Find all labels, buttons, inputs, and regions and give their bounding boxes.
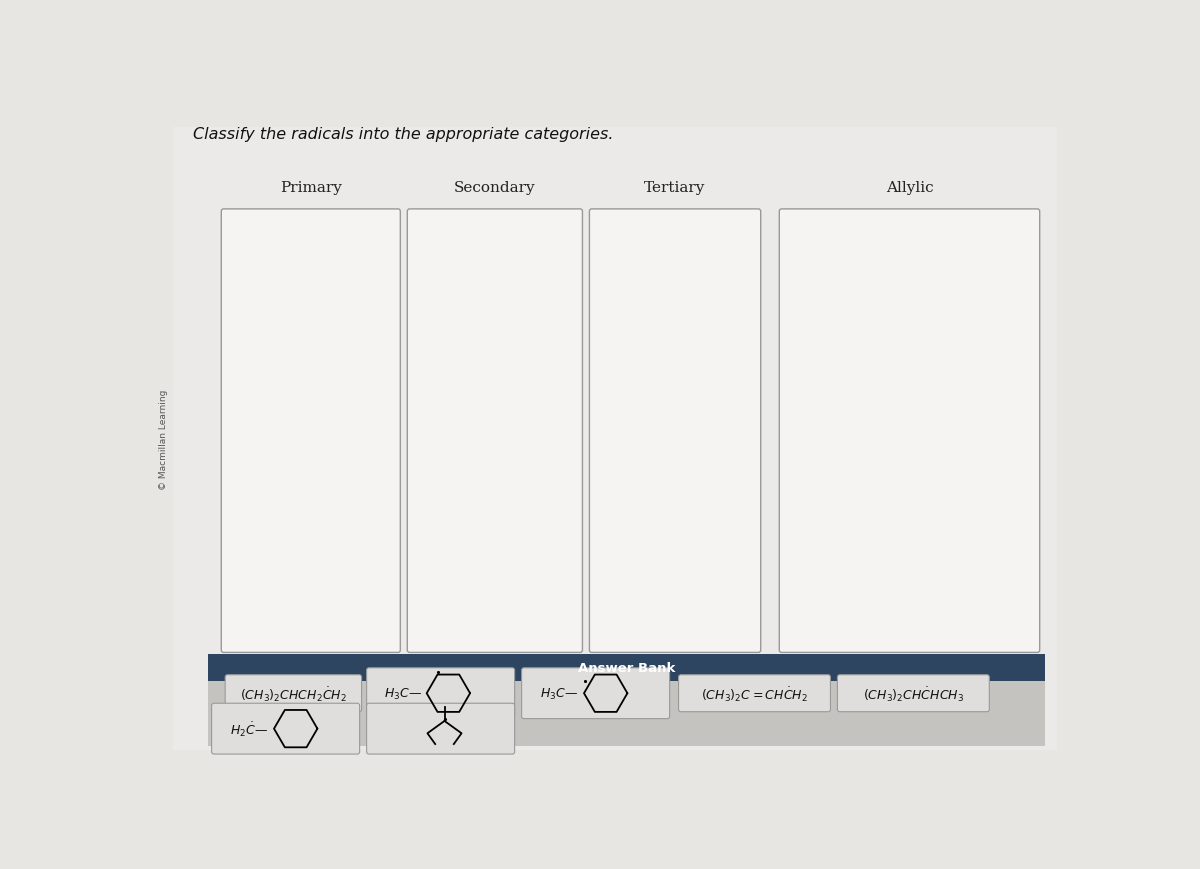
Text: Answer Bank: Answer Bank xyxy=(578,661,676,674)
FancyBboxPatch shape xyxy=(221,209,401,653)
Text: © Macmillan Learning: © Macmillan Learning xyxy=(160,388,168,489)
Text: $H_2\dot{C}$—: $H_2\dot{C}$— xyxy=(230,720,268,738)
FancyBboxPatch shape xyxy=(407,209,582,653)
Text: Tertiary: Tertiary xyxy=(644,181,706,195)
FancyBboxPatch shape xyxy=(211,703,360,754)
FancyBboxPatch shape xyxy=(779,209,1039,653)
FancyBboxPatch shape xyxy=(226,675,361,712)
FancyBboxPatch shape xyxy=(367,703,515,754)
Bar xyxy=(208,654,1045,681)
Text: $(CH_3)_2C=CH\dot{C}H_2$: $(CH_3)_2C=CH\dot{C}H_2$ xyxy=(701,684,808,703)
Text: Allylic: Allylic xyxy=(886,181,934,195)
FancyBboxPatch shape xyxy=(522,668,670,719)
FancyBboxPatch shape xyxy=(367,668,515,719)
Text: Classify the radicals into the appropriate categories.: Classify the radicals into the appropria… xyxy=(193,128,613,143)
Text: $(CH_3)_2CH\dot{C}HCH_3$: $(CH_3)_2CH\dot{C}HCH_3$ xyxy=(863,684,964,703)
Text: Primary: Primary xyxy=(280,181,342,195)
Text: $H_3C$—: $H_3C$— xyxy=(384,686,422,701)
Text: Secondary: Secondary xyxy=(454,181,535,195)
Text: $H_3C$—: $H_3C$— xyxy=(540,686,577,701)
Bar xyxy=(208,681,1045,746)
FancyBboxPatch shape xyxy=(838,675,989,712)
FancyBboxPatch shape xyxy=(589,209,761,653)
Text: $(CH_3)_2CHCH_2\dot{C}H_2$: $(CH_3)_2CHCH_2\dot{C}H_2$ xyxy=(240,684,347,703)
FancyBboxPatch shape xyxy=(678,675,830,712)
